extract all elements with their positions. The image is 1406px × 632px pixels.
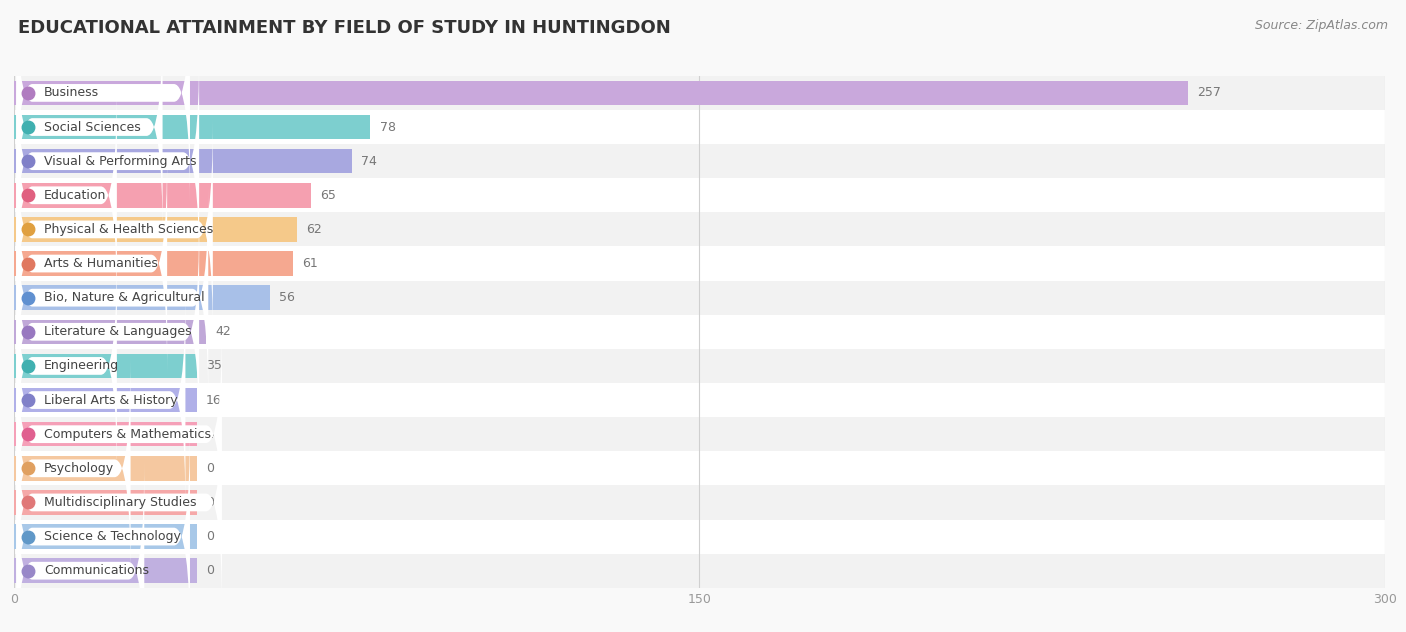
Text: 16: 16 bbox=[207, 394, 222, 406]
Bar bbox=[14, 149, 353, 173]
Bar bbox=[14, 490, 197, 514]
Text: Literature & Languages: Literature & Languages bbox=[44, 325, 191, 338]
Text: 61: 61 bbox=[302, 257, 318, 270]
Text: Liberal Arts & History: Liberal Arts & History bbox=[44, 394, 177, 406]
FancyBboxPatch shape bbox=[17, 187, 208, 408]
Bar bbox=[14, 559, 197, 583]
Bar bbox=[14, 554, 1385, 588]
Text: Social Sciences: Social Sciences bbox=[44, 121, 141, 133]
Text: Visual & Performing Arts: Visual & Performing Arts bbox=[44, 155, 197, 167]
Bar bbox=[14, 183, 311, 207]
Text: Computers & Mathematics: Computers & Mathematics bbox=[44, 428, 211, 441]
Text: Engineering: Engineering bbox=[44, 360, 120, 372]
FancyBboxPatch shape bbox=[17, 460, 145, 632]
Bar bbox=[14, 217, 298, 241]
Bar bbox=[14, 388, 197, 412]
Text: 0: 0 bbox=[207, 462, 214, 475]
Bar bbox=[14, 246, 1385, 281]
FancyBboxPatch shape bbox=[17, 16, 163, 238]
Text: 78: 78 bbox=[380, 121, 395, 133]
Bar bbox=[14, 76, 1385, 110]
Bar bbox=[14, 281, 1385, 315]
Text: 257: 257 bbox=[1198, 87, 1222, 99]
Bar bbox=[14, 178, 1385, 212]
Bar bbox=[14, 286, 270, 310]
Bar bbox=[14, 115, 371, 139]
Text: 56: 56 bbox=[278, 291, 295, 304]
Bar bbox=[14, 422, 197, 446]
Bar bbox=[14, 349, 1385, 383]
FancyBboxPatch shape bbox=[17, 392, 222, 613]
FancyBboxPatch shape bbox=[17, 0, 190, 204]
Text: Communications: Communications bbox=[44, 564, 149, 577]
Text: 0: 0 bbox=[207, 530, 214, 543]
Text: 35: 35 bbox=[207, 360, 222, 372]
Bar bbox=[14, 252, 292, 276]
Text: 42: 42 bbox=[215, 325, 231, 338]
FancyBboxPatch shape bbox=[17, 324, 222, 545]
FancyBboxPatch shape bbox=[17, 221, 200, 442]
Bar bbox=[14, 320, 207, 344]
Text: Science & Technology: Science & Technology bbox=[44, 530, 180, 543]
Bar bbox=[14, 144, 1385, 178]
Text: Bio, Nature & Agricultural: Bio, Nature & Agricultural bbox=[44, 291, 204, 304]
Text: EDUCATIONAL ATTAINMENT BY FIELD OF STUDY IN HUNTINGDON: EDUCATIONAL ATTAINMENT BY FIELD OF STUDY… bbox=[18, 19, 671, 37]
Bar bbox=[14, 81, 1188, 105]
Text: Business: Business bbox=[44, 87, 98, 99]
Text: 74: 74 bbox=[361, 155, 377, 167]
Text: 0: 0 bbox=[207, 564, 214, 577]
Bar bbox=[14, 456, 197, 480]
Text: 14: 14 bbox=[207, 428, 222, 441]
FancyBboxPatch shape bbox=[17, 153, 167, 374]
Bar bbox=[14, 451, 1385, 485]
Text: 0: 0 bbox=[207, 496, 214, 509]
Text: Source: ZipAtlas.com: Source: ZipAtlas.com bbox=[1254, 19, 1388, 32]
Bar bbox=[14, 110, 1385, 144]
FancyBboxPatch shape bbox=[17, 426, 190, 632]
Text: Psychology: Psychology bbox=[44, 462, 114, 475]
Bar bbox=[14, 525, 197, 549]
Bar bbox=[14, 354, 197, 378]
Text: Arts & Humanities: Arts & Humanities bbox=[44, 257, 157, 270]
Bar bbox=[14, 520, 1385, 554]
Text: Physical & Health Sciences: Physical & Health Sciences bbox=[44, 223, 214, 236]
Text: Education: Education bbox=[44, 189, 105, 202]
Text: 65: 65 bbox=[321, 189, 336, 202]
Bar bbox=[14, 383, 1385, 417]
Bar bbox=[14, 417, 1385, 451]
FancyBboxPatch shape bbox=[17, 358, 131, 579]
Bar bbox=[14, 315, 1385, 349]
FancyBboxPatch shape bbox=[17, 85, 117, 306]
Bar bbox=[14, 485, 1385, 520]
FancyBboxPatch shape bbox=[17, 51, 200, 272]
FancyBboxPatch shape bbox=[17, 255, 117, 477]
Bar bbox=[14, 212, 1385, 246]
FancyBboxPatch shape bbox=[17, 289, 186, 511]
Text: Multidisciplinary Studies: Multidisciplinary Studies bbox=[44, 496, 197, 509]
Text: 62: 62 bbox=[307, 223, 322, 236]
FancyBboxPatch shape bbox=[17, 119, 212, 340]
